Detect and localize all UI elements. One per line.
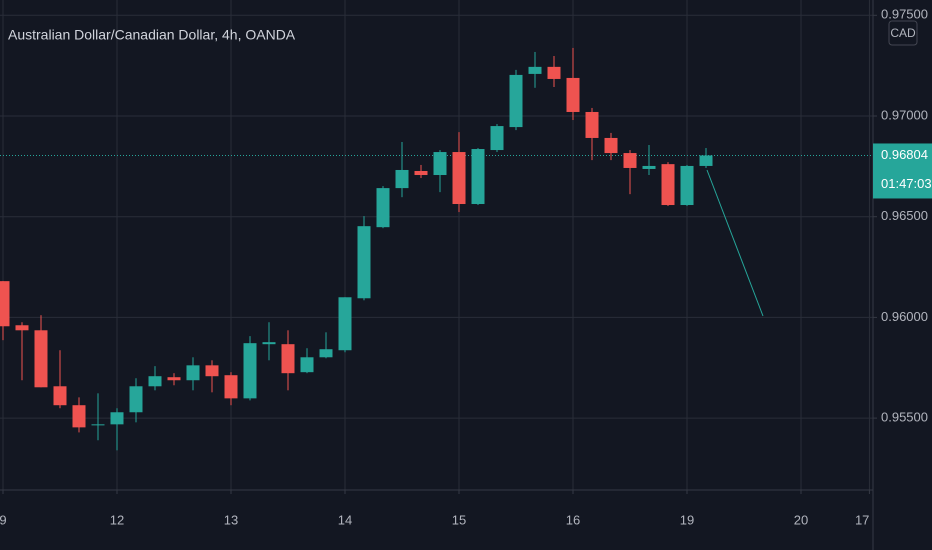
candle-body — [547, 66, 561, 79]
chart-title: Australian Dollar/Canadian Dollar, 4h, O… — [8, 27, 296, 43]
candle-body — [0, 281, 10, 327]
candle-body — [528, 66, 542, 74]
candle-body — [91, 424, 105, 426]
candle-body — [699, 155, 713, 166]
axes: 0.97500 0.97000 0.96500 0.96000 0.95500 9 12 13… — [0, 7, 932, 527]
x-tick-label: 15 — [452, 512, 466, 527]
candle-body — [585, 111, 599, 138]
grid — [0, 0, 873, 490]
candle-body — [186, 365, 200, 381]
x-tick-label: 9 — [0, 512, 7, 527]
trend-drawing — [706, 169, 764, 317]
candle-body — [395, 169, 409, 189]
currency-button[interactable] — [888, 20, 918, 46]
x-tick-label: 14 — [338, 512, 352, 527]
currency-label[interactable]: CAD — [890, 26, 916, 40]
candle-body — [319, 349, 333, 358]
y-tick-label: 0.97000 — [881, 107, 928, 122]
x-tick-label: 13 — [224, 512, 238, 527]
candle-body — [604, 137, 618, 154]
candle-body — [110, 412, 124, 425]
candle-body — [661, 164, 675, 206]
y-tick-label: 0.97500 — [881, 7, 928, 22]
candle-body — [414, 170, 428, 176]
candle-body — [376, 188, 390, 228]
candle-body — [148, 376, 162, 387]
y-tick-label: 0.95500 — [881, 410, 928, 425]
candle-body — [642, 165, 656, 169]
candle-body — [471, 149, 485, 205]
candle-body — [262, 342, 276, 345]
candle-body — [53, 386, 67, 406]
x-tick-label: 20 — [794, 512, 808, 527]
candle-body — [129, 386, 143, 413]
candles — [0, 47, 713, 451]
candle-body — [338, 297, 352, 351]
x-tick-label: 12 — [110, 512, 124, 527]
candle-body — [243, 343, 257, 399]
candle-body — [224, 375, 238, 399]
candle-body — [623, 153, 637, 168]
x-tick-label: 16 — [566, 512, 580, 527]
candle-body — [167, 377, 181, 381]
last-price-tag — [873, 143, 932, 199]
candle-body — [357, 226, 371, 299]
candle-body — [205, 365, 219, 377]
candle-body — [680, 165, 694, 206]
x-tick-label: 17 — [855, 512, 869, 527]
candle-body — [566, 77, 580, 112]
candle-body — [15, 325, 29, 331]
x-tick-label: 19 — [680, 512, 694, 527]
candle-body — [509, 74, 523, 128]
candle-body — [281, 344, 295, 374]
candle-body — [452, 152, 466, 205]
last-price-label: 0.96804 — [881, 147, 928, 162]
y-tick-label: 0.96000 — [881, 309, 928, 324]
countdown-label: 01:47:03 — [881, 176, 932, 191]
candle-body — [34, 330, 48, 388]
candle-body — [490, 126, 504, 151]
candle-body — [433, 152, 447, 176]
candle-body — [300, 357, 314, 373]
candle-body — [72, 405, 86, 428]
y-tick-label: 0.96500 — [881, 208, 928, 223]
